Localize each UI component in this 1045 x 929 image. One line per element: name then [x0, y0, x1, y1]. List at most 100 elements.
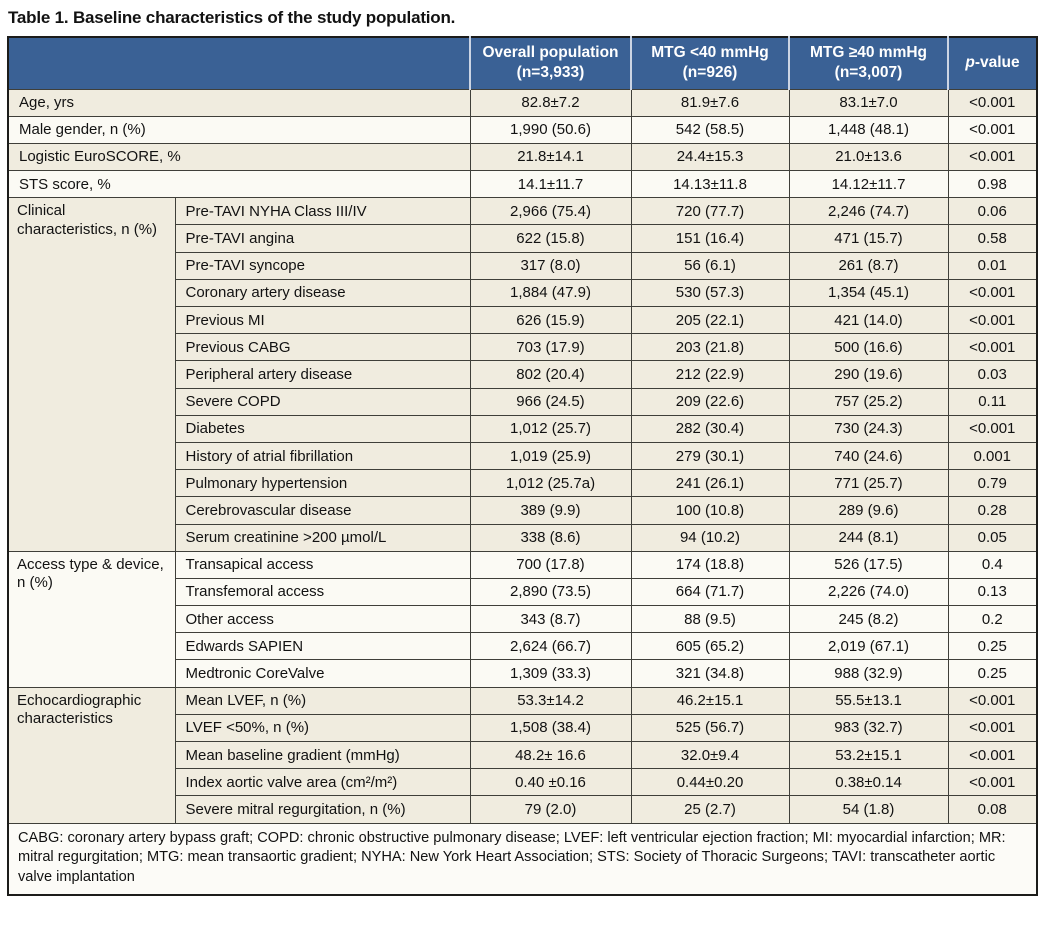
cell-value: 81.9±7.6: [630, 88, 790, 117]
cell-value: 282 (30.4): [630, 414, 790, 443]
cell-value: 605 (65.2): [630, 632, 790, 661]
cell-value: 53.2±15.1: [788, 740, 949, 770]
cell-value: 1,012 (25.7a): [469, 469, 632, 498]
cell-value: 14.12±11.7: [788, 170, 949, 199]
cell-pvalue: 0.01: [947, 251, 1038, 280]
cell-value: 966 (24.5): [469, 387, 632, 416]
table-row: Clinical characteristics, n (%) Pre-TAVI …: [7, 197, 1038, 552]
cell-value: 100 (10.8): [630, 496, 790, 525]
cell-value: 56 (6.1): [630, 251, 790, 280]
cell-value: 205 (22.1): [630, 305, 790, 335]
row-label: Pre-TAVI syncope: [174, 251, 471, 280]
cell-value: 212 (22.9): [630, 360, 790, 389]
cell-value: 0.44±0.20: [630, 768, 790, 797]
cell-value: 2,226 (74.0): [788, 577, 949, 607]
cell-value: 1,012 (25.7): [469, 414, 632, 443]
cell-value: 1,019 (25.9): [469, 441, 632, 471]
cell-value: 525 (56.7): [630, 713, 790, 743]
col-header-mtg-lt40: MTG <40 mmHg (n=926): [630, 37, 789, 89]
cell-pvalue: 0.001: [947, 441, 1038, 471]
cell-pvalue: 0.2: [947, 605, 1038, 634]
cell-value: 174 (18.8): [630, 550, 790, 579]
cell-value: 21.8±14.1: [469, 142, 632, 172]
cell-value: 2,890 (73.5): [469, 577, 632, 607]
table-row: Medtronic CoreValve 1,309 (33.3) 321 (34.8…: [8, 659, 1038, 688]
table-footer: CABG: coronary artery bypass graft; COPD…: [7, 822, 1038, 896]
cell-value: 88 (9.5): [630, 605, 790, 634]
cell-value: 25 (2.7): [630, 795, 790, 824]
cell-value: 14.13±11.8: [630, 170, 790, 199]
table-row: Echocardiographic characteristics Mean LV…: [7, 686, 1038, 824]
cell-value: 0.38±0.14: [788, 768, 949, 797]
col-header-line2: (n=3,933): [516, 64, 585, 82]
cell-value: 1,309 (33.3): [469, 659, 632, 688]
cell-pvalue: <0.001: [947, 305, 1038, 335]
col-header-line1: Overall population: [482, 44, 619, 62]
cell-value: 500 (16.6): [788, 333, 949, 362]
table-row: Access type & device, n (%) Transapical a…: [7, 550, 1038, 688]
cell-value: 79 (2.0): [469, 795, 632, 824]
cell-value: 290 (19.6): [788, 360, 949, 389]
cell-value: 289 (9.6): [788, 496, 949, 525]
table-row: Diabetes 1,012 (25.7) 282 (30.4) 730 (24.3)…: [8, 414, 1038, 443]
table-row: STS score, % 14.1±11.7 14.13±11.8 14.12±11.…: [7, 170, 1038, 199]
table-row: LVEF <50%, n (%) 1,508 (38.4) 525 (56.7) 98…: [8, 713, 1038, 743]
cell-value: 24.4±15.3: [630, 142, 790, 172]
cell-value: 209 (22.6): [630, 387, 790, 416]
cell-value: 82.8±7.2: [469, 88, 632, 117]
header-corner-cell: [8, 37, 470, 89]
cell-value: 421 (14.0): [788, 305, 949, 335]
table-row: Serum creatinine >200 µmol/L 338 (8.6) 94 …: [8, 523, 1038, 552]
pvalue-p: p: [965, 54, 975, 72]
cell-pvalue: <0.001: [947, 142, 1038, 172]
cell-value: 740 (24.6): [788, 441, 949, 471]
table-row: Severe COPD 966 (24.5) 209 (22.6) 757 (25.2…: [8, 387, 1038, 416]
table-body: Age, yrs 82.8±7.2 81.9±7.6 83.1±7.0 <0.001 Ma…: [7, 88, 1038, 824]
footnote-row: CABG: coronary artery bypass graft; COPD…: [7, 822, 1038, 896]
cell-value: 2,019 (67.1): [788, 632, 949, 661]
cell-pvalue: 0.58: [947, 224, 1038, 253]
cell-value: 983 (32.7): [788, 713, 949, 743]
row-label: History of atrial fibrillation: [174, 441, 471, 471]
cell-value: 542 (58.5): [630, 115, 790, 144]
row-label: Index aortic valve area (cm²/m²): [174, 768, 471, 797]
cell-value: 389 (9.9): [469, 496, 632, 525]
cell-value: 626 (15.9): [469, 305, 632, 335]
cell-value: 279 (30.1): [630, 441, 790, 471]
table-row: Previous CABG 703 (17.9) 203 (21.8) 500 (16…: [8, 333, 1038, 362]
cell-pvalue: 0.06: [947, 197, 1038, 226]
cell-value: 48.2± 16.6: [469, 740, 632, 770]
col-header-line1: MTG ≥40 mmHg: [809, 44, 928, 62]
row-label: Peripheral artery disease: [174, 360, 471, 389]
cell-value: 338 (8.6): [469, 523, 632, 552]
row-label: Transfemoral access: [174, 577, 471, 607]
cell-pvalue: <0.001: [947, 414, 1038, 443]
cell-value: 703 (17.9): [469, 333, 632, 362]
table-row: Pre-TAVI syncope 317 (8.0) 56 (6.1) 261 (8.…: [8, 251, 1038, 280]
table-row: Peripheral artery disease 802 (20.4) 212 (…: [8, 360, 1038, 389]
cell-value: 771 (25.7): [788, 469, 949, 498]
table-row: Male gender, n (%) 1,990 (50.6) 542 (58.5)…: [7, 115, 1038, 144]
cell-value: 241 (26.1): [630, 469, 790, 498]
cell-value: 730 (24.3): [788, 414, 949, 443]
cell-value: 622 (15.8): [469, 224, 632, 253]
row-label: Age, yrs: [7, 88, 471, 117]
col-header-line1: MTG <40 mmHg: [651, 44, 769, 62]
cell-value: 21.0±13.6: [788, 142, 949, 172]
cell-value: 53.3±14.2: [469, 686, 632, 715]
cell-value: 700 (17.8): [469, 550, 632, 579]
cell-value: 988 (32.9): [788, 659, 949, 688]
table-row: Coronary artery disease 1,884 (47.9) 530 (…: [8, 278, 1038, 308]
cell-value: 1,508 (38.4): [469, 713, 632, 743]
cell-value: 1,884 (47.9): [469, 278, 632, 308]
row-label: Transapical access: [174, 550, 471, 579]
cell-value: 802 (20.4): [469, 360, 632, 389]
table-row: Previous MI 626 (15.9) 205 (22.1) 421 (14.0…: [8, 305, 1038, 335]
row-label: Medtronic CoreValve: [174, 659, 471, 688]
cell-pvalue: 0.79: [947, 469, 1038, 498]
col-header-overall-population: Overall population (n=3,933): [469, 37, 631, 89]
row-label: Previous MI: [174, 305, 471, 335]
cell-value: 245 (8.2): [788, 605, 949, 634]
cell-pvalue: 0.05: [947, 523, 1038, 552]
table-row: Edwards SAPIEN 2,624 (66.7) 605 (65.2) 2,01…: [8, 632, 1038, 661]
